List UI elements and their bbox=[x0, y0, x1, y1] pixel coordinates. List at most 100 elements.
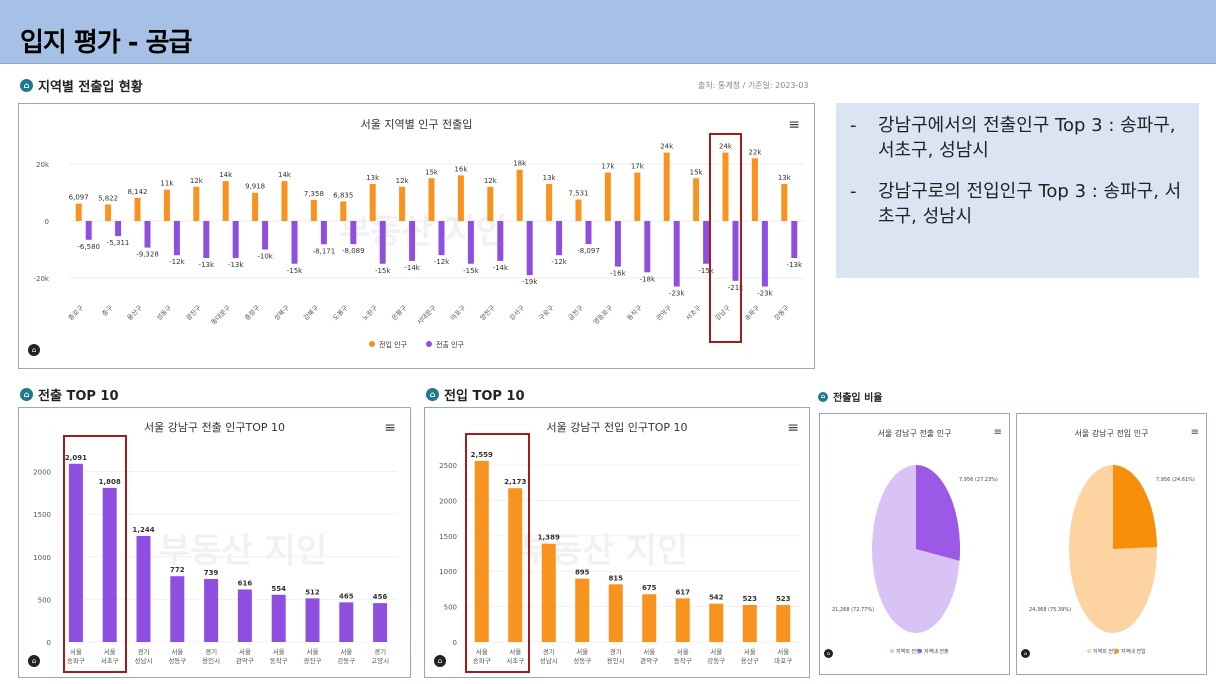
data-label-out: -12k bbox=[551, 258, 567, 266]
y-tick-label: 1500 bbox=[439, 533, 457, 541]
pie-slice-small bbox=[916, 465, 960, 561]
x-tick-label: 성북구 bbox=[272, 303, 291, 322]
x-tick-label: 경기 bbox=[543, 647, 555, 656]
x-tick-label: 서초구 bbox=[683, 303, 702, 322]
legend-label-out: 전출 인구 bbox=[436, 340, 465, 349]
x-tick-label: 서울 bbox=[171, 647, 183, 656]
highlight-box-gangnam bbox=[709, 133, 742, 343]
data-label-in: 12k bbox=[190, 177, 204, 185]
data-label-out: -10k bbox=[257, 253, 273, 261]
x-tick-label: 서초구 bbox=[101, 656, 119, 665]
data-label: 554 bbox=[271, 585, 286, 593]
data-label: 2,173 bbox=[504, 478, 526, 486]
section-header-ratio: ⌂ 전출입 비율 bbox=[818, 389, 882, 404]
data-label-in: 13k bbox=[543, 174, 557, 182]
x-tick-label: 경기 bbox=[374, 647, 386, 656]
x-tick-label: 중구 bbox=[100, 304, 114, 318]
y-tick-label: 1000 bbox=[439, 568, 457, 576]
x-tick-label: 구로구 bbox=[537, 304, 555, 322]
section-title: 전입 TOP 10 bbox=[444, 389, 525, 404]
home-icon[interactable]: ⌂ bbox=[434, 655, 446, 667]
data-label-in: 12k bbox=[396, 177, 410, 185]
bar-out bbox=[556, 221, 563, 256]
home-icon[interactable]: ⌂ bbox=[28, 655, 40, 667]
bar bbox=[237, 589, 252, 642]
y-tick-label: 500 bbox=[444, 604, 457, 612]
x-tick-label: 서울 bbox=[239, 647, 251, 656]
data-label-out: -18k bbox=[640, 275, 656, 283]
data-label: 523 bbox=[742, 595, 757, 603]
out-ratio-pie: 7,956 (27.23%) 21,268 (72.77%) 지역외 전출 지역내 전… bbox=[832, 465, 998, 655]
data-label-in: 12k bbox=[484, 177, 498, 185]
data-label: 512 bbox=[305, 588, 320, 596]
x-tick-label: 서대문구 bbox=[415, 303, 438, 326]
x-tick-label: 서울 bbox=[70, 647, 82, 656]
section-header-regional: ⌂ 지역별 전출입 현황 bbox=[20, 76, 143, 95]
y-tick-label: -20k bbox=[34, 275, 50, 283]
y-tick-label: 2500 bbox=[439, 462, 457, 470]
home-icon[interactable]: ⌂ bbox=[1021, 649, 1030, 658]
chart-title: 서울 지역별 인구 전출입 bbox=[360, 118, 473, 131]
data-label: 456 bbox=[373, 593, 388, 601]
bar bbox=[608, 584, 623, 642]
data-label-in: 16k bbox=[454, 165, 468, 173]
x-tick-label: 마포구 bbox=[774, 656, 792, 665]
x-tick-label: 경기 bbox=[138, 647, 150, 656]
bar-out bbox=[703, 221, 710, 264]
data-label-in: 24k bbox=[719, 143, 733, 151]
x-tick-label: 강북구 bbox=[301, 303, 320, 322]
bar bbox=[204, 579, 219, 642]
bar-out bbox=[203, 221, 210, 259]
data-label-out: -8,089 bbox=[342, 247, 365, 255]
home-icon[interactable]: ⌂ bbox=[824, 649, 833, 658]
bar-in bbox=[222, 181, 229, 221]
x-tick-label: 경기 bbox=[610, 647, 622, 656]
y-tick-label: 500 bbox=[38, 596, 51, 604]
x-tick-label: 광진구 bbox=[304, 656, 322, 665]
data-label-out: -9,328 bbox=[136, 251, 159, 259]
legend-marker bbox=[918, 649, 922, 653]
x-tick-label: 관악구 bbox=[640, 656, 658, 665]
bar-out bbox=[732, 221, 739, 281]
bar-in bbox=[193, 186, 200, 221]
section-title: 전출입 비율 bbox=[833, 393, 883, 404]
data-label-in: 9,918 bbox=[245, 183, 265, 191]
data-label-out: -23k bbox=[669, 290, 685, 298]
section-header-in-top10: ⌂ 전입 TOP 10 bbox=[426, 385, 525, 404]
data-label-in: 14k bbox=[219, 171, 233, 179]
x-tick-label: 관악구 bbox=[654, 303, 673, 322]
hamburger-menu-icon[interactable]: ≡ bbox=[993, 427, 1002, 438]
x-tick-label: 종로구 bbox=[67, 304, 85, 322]
source-text: 출처: 통계청 / 기준일: 2023-03 bbox=[698, 81, 809, 90]
x-tick-label: 양천구 bbox=[478, 303, 497, 322]
note-item: - 강남구로의 전입인구 Top 3 : 송파구, 서초구, 성남시 bbox=[850, 179, 1185, 229]
data-label: 739 bbox=[204, 569, 219, 577]
data-label: 2,559 bbox=[471, 451, 493, 459]
bar-out bbox=[232, 221, 239, 259]
hamburger-menu-icon[interactable]: ≡ bbox=[787, 420, 799, 436]
hamburger-menu-icon[interactable]: ≡ bbox=[788, 117, 800, 133]
y-tick-label: 20k bbox=[36, 161, 50, 169]
hamburger-menu-icon[interactable]: ≡ bbox=[384, 420, 396, 436]
in-top10-panel: 서울 강남구 전입 인구TOP 10 ≡ 부동산 지인 2500 2000 1500… bbox=[424, 407, 810, 678]
bar-in bbox=[281, 181, 288, 221]
hamburger-menu-icon[interactable]: ≡ bbox=[1190, 427, 1199, 438]
home-icon: ⌂ bbox=[20, 79, 33, 92]
data-label: 1,808 bbox=[99, 478, 121, 486]
bar-out bbox=[144, 221, 151, 248]
bar-in bbox=[663, 152, 670, 221]
legend-marker bbox=[1087, 649, 1091, 653]
note-dash: - bbox=[850, 181, 857, 202]
bar-in bbox=[252, 192, 259, 221]
data-label-in: 7,531 bbox=[568, 190, 588, 198]
page-title: 입지 평가 - 공급 bbox=[20, 28, 192, 58]
bar bbox=[474, 460, 489, 642]
x-tick-label: 동작구 bbox=[270, 656, 288, 665]
x-tick-label: 마포구 bbox=[448, 303, 467, 322]
x-tick-label: 서울 bbox=[744, 647, 756, 656]
note-dash: - bbox=[850, 115, 857, 136]
bar-out bbox=[585, 221, 592, 245]
home-icon[interactable]: ⌂ bbox=[28, 344, 40, 356]
bar-out bbox=[320, 221, 327, 245]
bar-in bbox=[487, 186, 494, 221]
